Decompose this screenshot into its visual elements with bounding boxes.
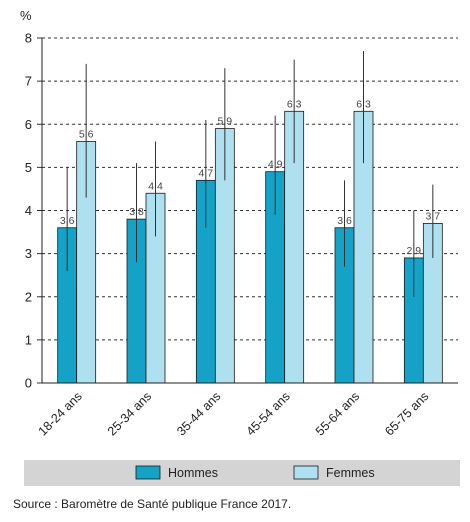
data-label: 4.4 <box>148 180 163 192</box>
legend: Hommes Femmes <box>24 460 460 486</box>
data-labels: 3.6 5.6 3.8 4.4 4.7 5.9 4.9 6.3 3.6 6.3 2.9 3.7 <box>60 98 440 257</box>
y-tick-label: 5 <box>25 160 32 175</box>
data-label: 6.3 <box>356 98 371 110</box>
bars <box>57 110 443 384</box>
x-axis-ticks: 18-24 ans 25-34 ans 35-44 ans 45-54 ans 55-6… <box>36 389 432 438</box>
y-tick-label: 0 <box>25 376 32 391</box>
x-tick-label: 25-34 ans <box>105 389 154 438</box>
data-label: 3.7 <box>426 210 441 222</box>
data-label: 2.9 <box>407 245 422 257</box>
y-tick-label: 3 <box>25 246 32 261</box>
y-tick-label: 4 <box>25 203 32 218</box>
x-tick-label: 45-54 ans <box>244 389 293 438</box>
data-label: 6.3 <box>287 98 302 110</box>
y-tick-label: 1 <box>25 332 32 347</box>
source-note: Source : Baromètre de Santé publique Fra… <box>13 497 292 511</box>
y-tick-label: 2 <box>25 289 32 304</box>
y-tick-label: 6 <box>25 117 32 132</box>
legend-label: Femmes <box>326 466 375 480</box>
data-label: 4.9 <box>268 159 283 171</box>
gridlines <box>42 37 458 341</box>
data-label: 3.6 <box>60 215 75 227</box>
y-axis-ticks: 0 1 2 3 4 5 6 7 8 <box>25 31 42 391</box>
data-label: 5.6 <box>79 129 94 141</box>
y-tick-label: 7 <box>25 74 32 89</box>
x-tick-label: 55-64 ans <box>313 389 362 438</box>
data-label: 3.6 <box>337 215 352 227</box>
x-tick-label: 65-75 ans <box>382 389 431 438</box>
error-bars <box>66 50 434 297</box>
x-tick-label: 35-44 ans <box>174 389 223 438</box>
bar-chart: % 0 1 2 3 4 5 6 7 8 3.6 5.6 3.8 4.4 4.7 5.9 4.9 6.3 3.6 6… <box>20 8 460 486</box>
data-label: 3.8 <box>129 206 144 218</box>
legend-background <box>24 460 460 486</box>
x-tick-label: 18-24 ans <box>36 389 85 438</box>
y-axis-unit: % <box>20 8 32 23</box>
axes <box>41 38 458 384</box>
data-label: 4.7 <box>199 167 214 179</box>
data-label: 5.9 <box>218 116 233 128</box>
legend-swatch <box>293 465 319 480</box>
legend-swatch <box>135 465 161 480</box>
y-tick-label: 8 <box>25 31 32 46</box>
legend-label: Hommes <box>168 466 218 480</box>
